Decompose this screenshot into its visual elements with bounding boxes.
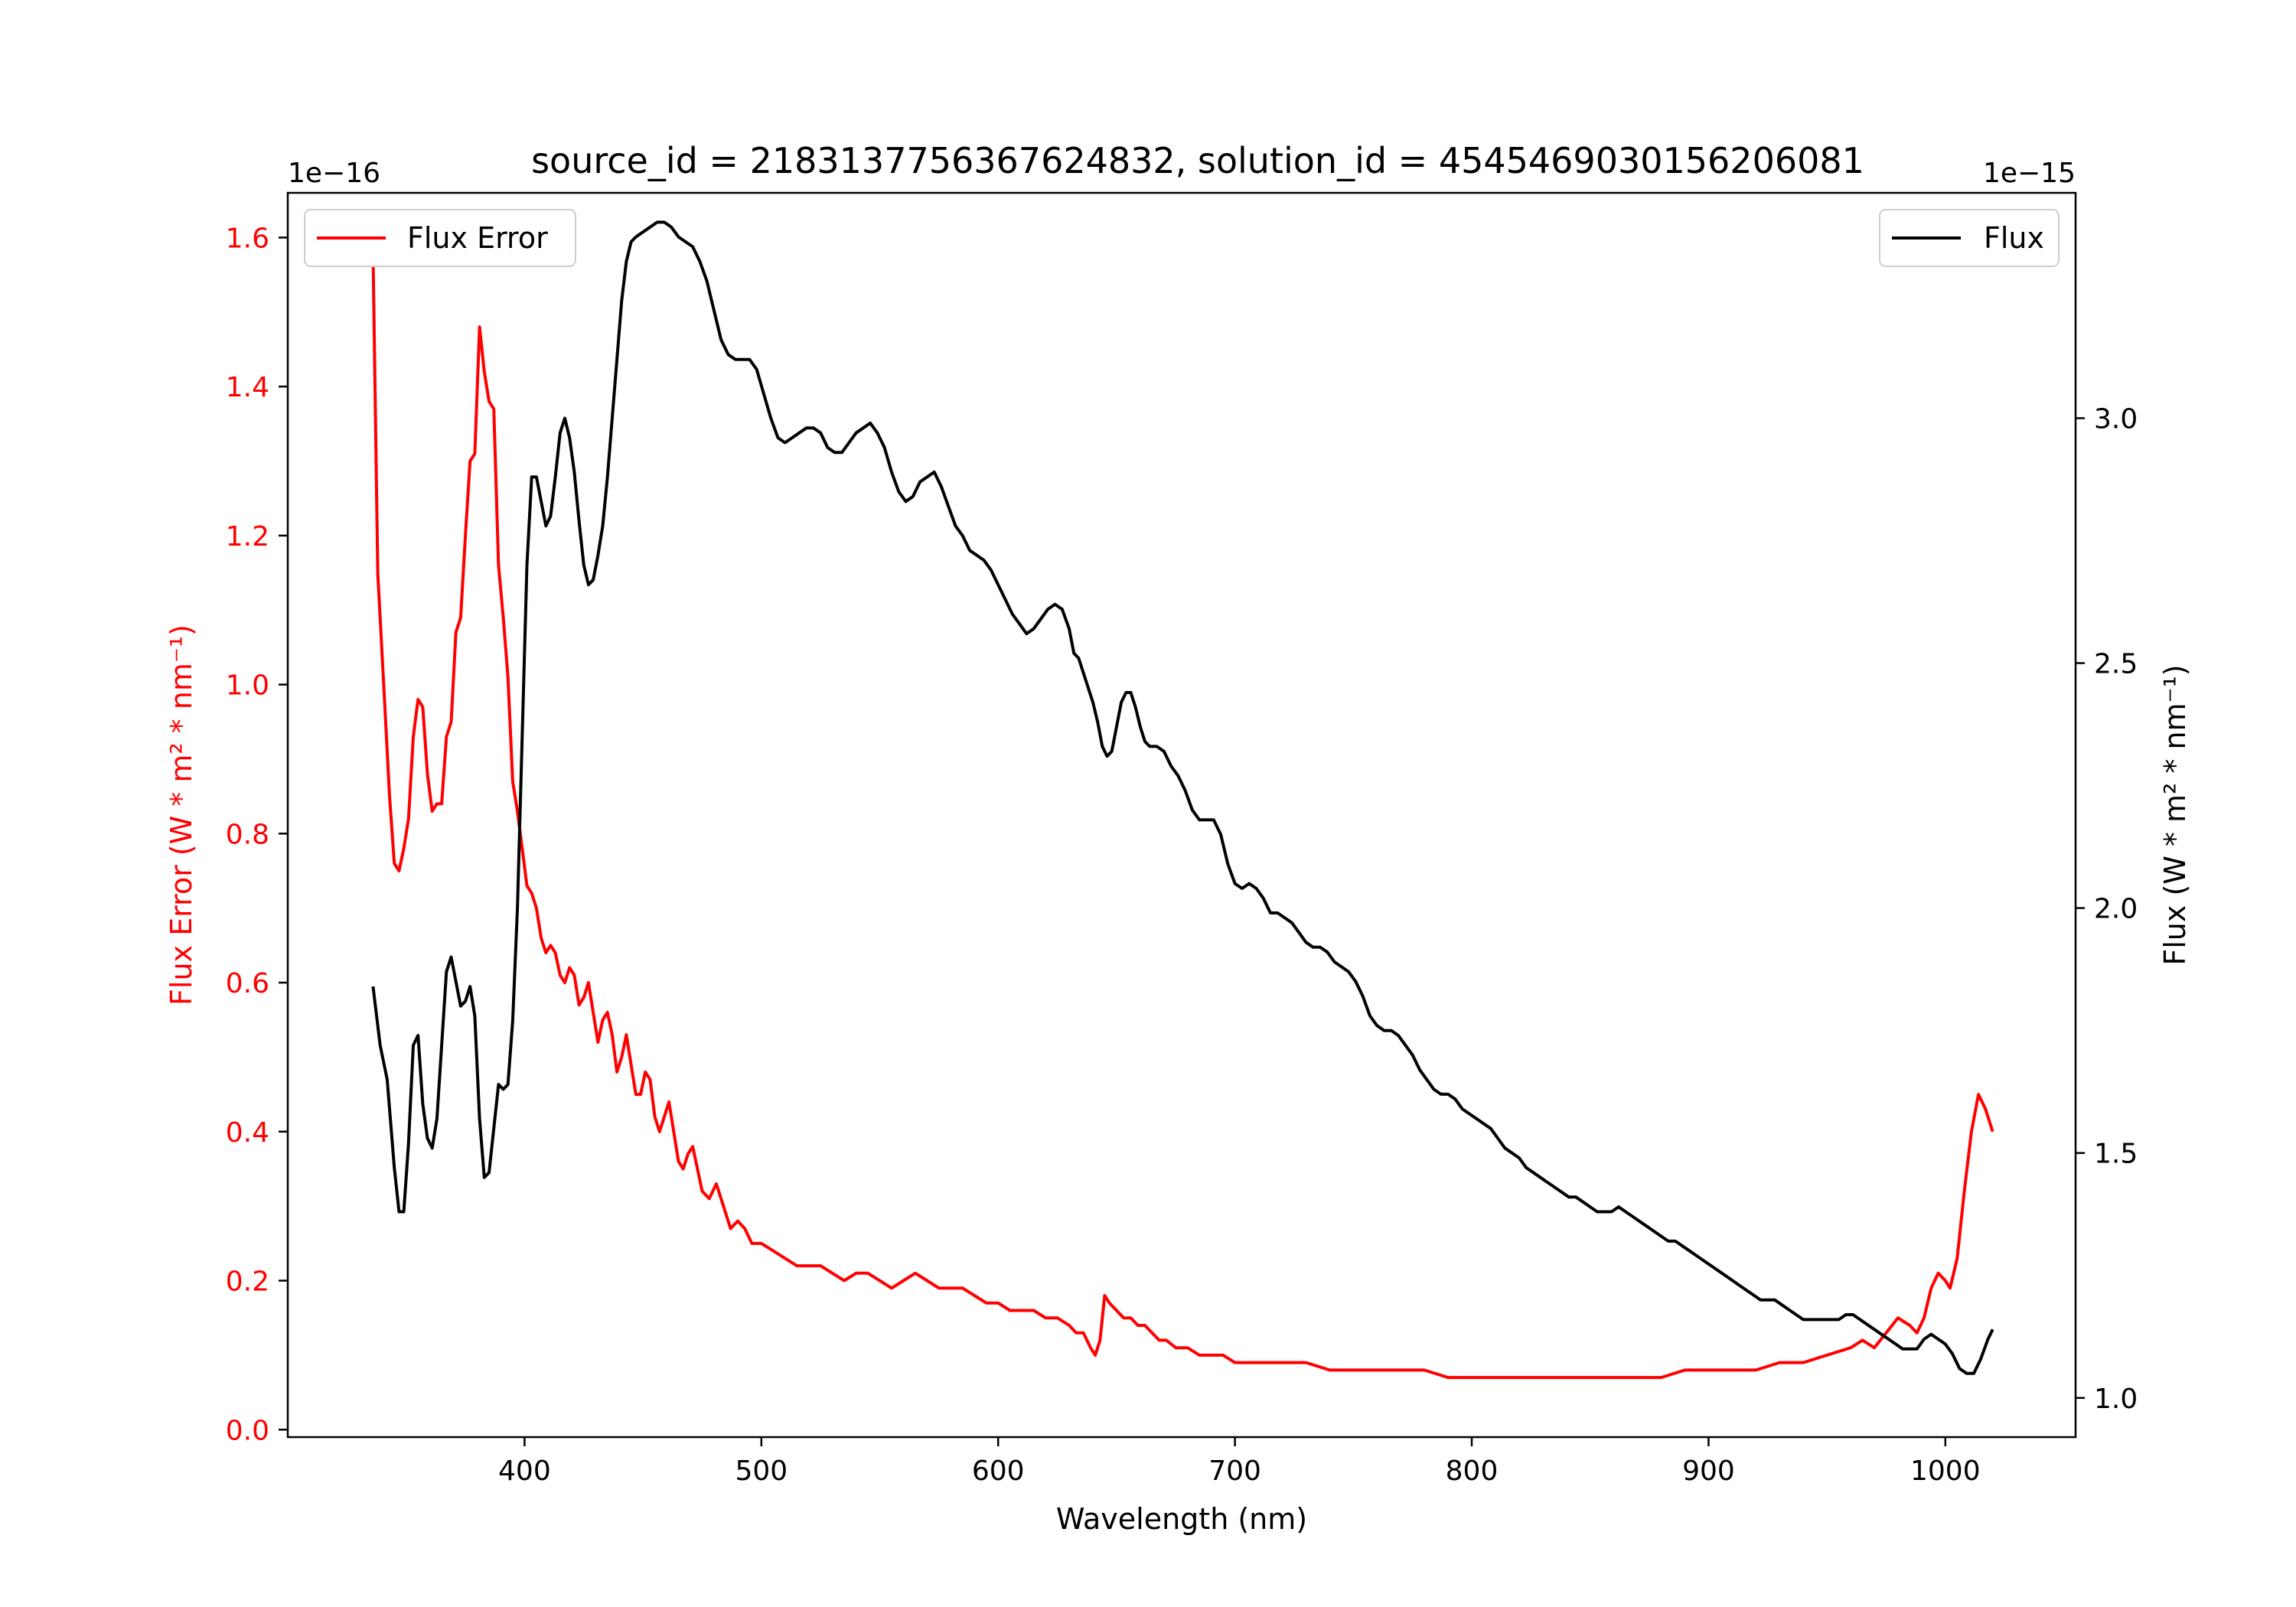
chart-title: source_id = 2183137756367624832, solutio… xyxy=(531,140,1864,181)
legend-flux: Flux xyxy=(1879,209,2060,267)
axes: 400 500 600 700 800 900 1000 0.0 0.2 0.4 0.6 0.8 1.0… xyxy=(226,223,2138,1487)
series-line-flux xyxy=(371,220,1994,1375)
left-y-tick-label: 0.0 xyxy=(226,1415,269,1446)
legend-flux-error: Flux Error xyxy=(304,209,576,267)
legend-box xyxy=(304,209,576,267)
plot-area xyxy=(371,220,1994,1380)
right-axis-offset-label: 1e−15 xyxy=(1983,158,2076,189)
left-y-tick-label: 0.6 xyxy=(226,968,269,999)
series-line-flux-error xyxy=(371,252,1994,1380)
x-tick-label: 800 xyxy=(1446,1455,1499,1487)
left-y-tick-label: 0.4 xyxy=(226,1117,269,1149)
x-tick-label: 1000 xyxy=(1910,1455,1981,1487)
legend-label-flux-error: Flux Error xyxy=(407,221,548,255)
x-tick-label: 900 xyxy=(1682,1455,1735,1487)
right-y-tick-label: 2.0 xyxy=(2094,894,2138,925)
left-y-tick-label: 1.4 xyxy=(226,372,269,403)
right-y-tick-label: 1.0 xyxy=(2094,1384,2138,1415)
legend-box xyxy=(1879,209,2060,267)
left-y-tick-label: 0.8 xyxy=(226,819,269,850)
legend-label-flux: Flux xyxy=(1984,221,2044,255)
left-axis-offset-label: 1e−16 xyxy=(288,158,380,189)
left-y-tick-label: 0.2 xyxy=(226,1266,269,1298)
x-axis-label: Wavelength (nm) xyxy=(1056,1502,1307,1536)
x-tick-label: 500 xyxy=(735,1455,788,1487)
left-y-tick-label: 1.2 xyxy=(226,521,269,553)
x-tick-label: 600 xyxy=(972,1455,1025,1487)
right-y-tick-label: 1.5 xyxy=(2094,1139,2138,1170)
left-y-tick-label: 1.6 xyxy=(226,223,269,254)
plot-frame xyxy=(286,191,2077,1439)
right-y-tick-label: 3.0 xyxy=(2094,403,2138,435)
x-tick-label: 700 xyxy=(1208,1455,1261,1487)
left-y-tick-label: 1.0 xyxy=(226,670,269,702)
x-tick-label: 400 xyxy=(498,1455,551,1487)
right-y-axis-label: Flux (W * m² * nm⁻¹) xyxy=(2158,664,2192,965)
left-y-axis-label: Flux Error (W * m² * nm⁻¹) xyxy=(165,624,198,1006)
right-y-tick-label: 2.5 xyxy=(2094,649,2138,680)
